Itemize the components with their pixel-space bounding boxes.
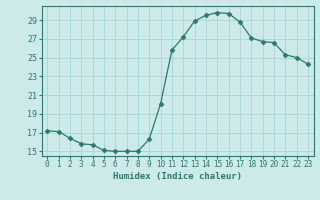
X-axis label: Humidex (Indice chaleur): Humidex (Indice chaleur) bbox=[113, 172, 242, 181]
